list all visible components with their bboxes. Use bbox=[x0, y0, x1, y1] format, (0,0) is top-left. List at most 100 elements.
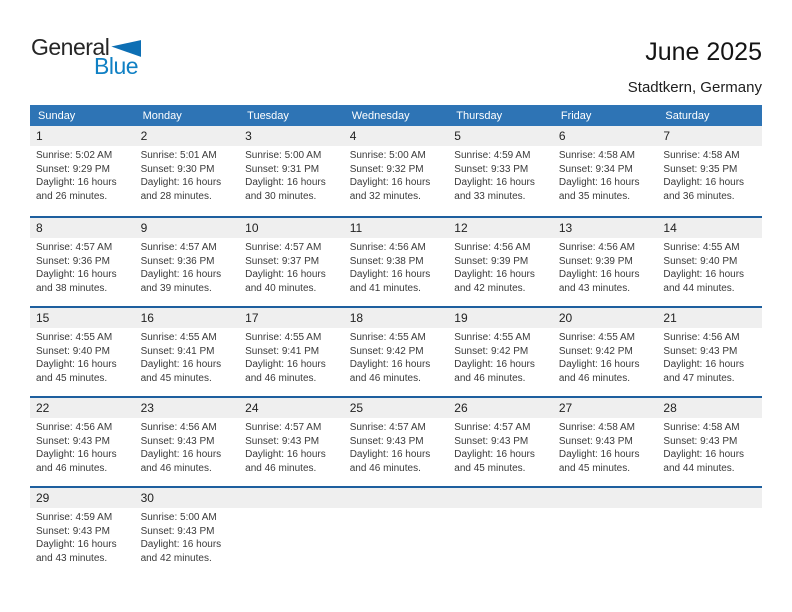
day-details: Sunrise: 4:57 AM Sunset: 9:37 PM Daylight:… bbox=[239, 238, 344, 295]
weekday-label: Tuesday bbox=[247, 109, 289, 122]
day-detail-line: Sunset: 9:38 PM bbox=[349, 255, 424, 267]
weekday-label: Sunday bbox=[38, 109, 76, 122]
day-detail-line: and 42 minutes. bbox=[454, 282, 526, 294]
day-detail-line: and 30 minutes. bbox=[245, 190, 317, 202]
day-number: 14 bbox=[657, 218, 762, 238]
weekday-label: Friday bbox=[560, 109, 592, 122]
day-number: 6 bbox=[552, 126, 658, 146]
day-details: Sunrise: 4:56 AM Sunset: 9:39 PM Daylight:… bbox=[553, 238, 658, 295]
day-number bbox=[448, 488, 553, 508]
day-details: Sunrise: 4:56 AM Sunset: 9:38 PM Daylight:… bbox=[344, 238, 449, 295]
day-detail-line: Daylight: 16 hours bbox=[36, 359, 117, 370]
day-detail-line: Daylight: 16 hours bbox=[558, 449, 640, 460]
day-detail-line: and 45 minutes. bbox=[454, 462, 526, 474]
calendar-day-cell: 25 Sunrise: 4:57 AM Sunset: 9:43 PM Dayligh… bbox=[343, 398, 449, 486]
day-detail-line: and 28 minutes. bbox=[140, 190, 212, 202]
day-detail-line: Sunset: 9:42 PM bbox=[454, 345, 529, 357]
day-detail-line: Daylight: 16 hours bbox=[663, 449, 745, 460]
day-detail-line: Daylight: 16 hours bbox=[349, 359, 431, 370]
day-number: 7 bbox=[657, 126, 762, 146]
calendar-day-cell: 1 Sunrise: 5:02 AM Sunset: 9:29 PM Daylight… bbox=[30, 126, 135, 216]
logo-text-general: General bbox=[31, 34, 110, 60]
week-row: 1 Sunrise: 5:02 AM Sunset: 9:29 PM Daylight… bbox=[30, 126, 762, 216]
day-detail-line: Sunrise: 4:57 AM bbox=[245, 242, 322, 253]
week-row: 29 Sunrise: 4:59 AM Sunset: 9:43 PM Dayligh… bbox=[30, 486, 762, 576]
day-detail-line: Sunset: 9:37 PM bbox=[245, 255, 320, 267]
logo-text-blue: Blue bbox=[94, 53, 139, 79]
day-detail-line: and 42 minutes. bbox=[140, 552, 212, 564]
day-detail-line: Sunset: 9:42 PM bbox=[349, 345, 424, 357]
day-detail-line: Sunset: 9:43 PM bbox=[140, 435, 215, 447]
day-number: 13 bbox=[552, 218, 658, 238]
day-detail-line: Sunrise: 4:56 AM bbox=[454, 242, 531, 253]
day-detail-line: and 36 minutes. bbox=[663, 190, 735, 202]
day-detail-line: Sunrise: 4:59 AM bbox=[454, 150, 531, 161]
calendar-grid: 1 Sunrise: 5:02 AM Sunset: 9:29 PM Daylight… bbox=[30, 126, 762, 576]
calendar-day-cell: 30 Sunrise: 5:00 AM Sunset: 9:43 PM Dayligh… bbox=[134, 488, 240, 576]
day-detail-line: Daylight: 16 hours bbox=[36, 539, 117, 550]
calendar-day-cell: 10 Sunrise: 4:57 AM Sunset: 9:37 PM Dayligh… bbox=[239, 218, 344, 306]
calendar-empty-cell bbox=[657, 488, 762, 576]
day-number: 27 bbox=[552, 398, 658, 418]
day-detail-line: and 46 minutes. bbox=[558, 372, 631, 384]
day-details: Sunrise: 4:55 AM Sunset: 9:42 PM Daylight:… bbox=[448, 328, 553, 385]
day-detail-line: Sunrise: 4:55 AM bbox=[245, 332, 322, 343]
day-detail-line: Daylight: 16 hours bbox=[140, 269, 222, 280]
day-details: Sunrise: 4:59 AM Sunset: 9:33 PM Daylight:… bbox=[448, 146, 553, 203]
day-detail-line: Sunset: 9:43 PM bbox=[349, 435, 424, 447]
day-detail-line: Sunrise: 4:58 AM bbox=[663, 422, 740, 433]
day-detail-line: Sunrise: 5:00 AM bbox=[245, 150, 322, 161]
day-detail-line: Daylight: 16 hours bbox=[36, 269, 117, 280]
day-detail-line: Sunset: 9:43 PM bbox=[663, 435, 738, 447]
day-detail-line: Sunrise: 4:56 AM bbox=[663, 332, 740, 343]
day-detail-line: Daylight: 16 hours bbox=[245, 449, 326, 460]
day-number bbox=[343, 488, 449, 508]
day-detail-line: Daylight: 16 hours bbox=[140, 359, 222, 370]
day-detail-line: Daylight: 16 hours bbox=[36, 177, 117, 188]
day-number: 5 bbox=[448, 126, 553, 146]
day-details: Sunrise: 4:55 AM Sunset: 9:41 PM Daylight:… bbox=[239, 328, 344, 385]
day-number bbox=[657, 488, 762, 508]
day-detail-line: and 39 minutes. bbox=[140, 282, 212, 294]
day-details: Sunrise: 4:56 AM Sunset: 9:39 PM Daylight:… bbox=[448, 238, 553, 295]
day-number: 18 bbox=[343, 308, 449, 328]
day-detail-line: Daylight: 16 hours bbox=[558, 359, 640, 370]
day-detail-line: and 45 minutes. bbox=[558, 462, 631, 474]
day-details: Sunrise: 4:58 AM Sunset: 9:34 PM Daylight:… bbox=[553, 146, 658, 203]
calendar-day-cell: 19 Sunrise: 4:55 AM Sunset: 9:42 PM Dayligh… bbox=[448, 308, 553, 396]
day-detail-line: Sunset: 9:34 PM bbox=[558, 163, 633, 175]
day-detail-line: Daylight: 16 hours bbox=[558, 177, 640, 188]
calendar-day-cell: 27 Sunrise: 4:58 AM Sunset: 9:43 PM Dayligh… bbox=[552, 398, 658, 486]
day-detail-line: Sunset: 9:43 PM bbox=[140, 525, 215, 537]
day-detail-line: Sunrise: 4:55 AM bbox=[36, 332, 113, 343]
day-details: Sunrise: 4:57 AM Sunset: 9:36 PM Daylight:… bbox=[135, 238, 240, 295]
general-blue-logo: General Blue bbox=[31, 34, 142, 79]
day-detail-line: Sunrise: 4:57 AM bbox=[36, 242, 113, 253]
day-detail-line: and 46 minutes. bbox=[36, 462, 108, 474]
calendar-day-cell: 20 Sunrise: 4:55 AM Sunset: 9:42 PM Dayligh… bbox=[552, 308, 658, 396]
day-detail-line: Sunrise: 4:57 AM bbox=[140, 242, 217, 253]
location-subtitle: Stadtkern, Germany bbox=[627, 79, 762, 96]
day-detail-line: and 46 minutes. bbox=[245, 372, 317, 384]
calendar-empty-cell bbox=[448, 488, 553, 576]
day-details: Sunrise: 4:59 AM Sunset: 9:43 PM Daylight:… bbox=[30, 508, 135, 565]
day-number: 4 bbox=[343, 126, 449, 146]
day-detail-line: Sunset: 9:41 PM bbox=[245, 345, 320, 357]
day-number: 3 bbox=[239, 126, 344, 146]
calendar-day-cell: 24 Sunrise: 4:57 AM Sunset: 9:43 PM Dayligh… bbox=[239, 398, 344, 486]
day-detail-line: and 33 minutes. bbox=[454, 190, 526, 202]
day-details: Sunrise: 4:56 AM Sunset: 9:43 PM Daylight:… bbox=[30, 418, 135, 475]
calendar-empty-cell bbox=[239, 488, 344, 576]
day-detail-line: and 45 minutes. bbox=[36, 372, 108, 384]
day-detail-line: Daylight: 16 hours bbox=[558, 269, 640, 280]
calendar-day-cell: 13 Sunrise: 4:56 AM Sunset: 9:39 PM Dayligh… bbox=[552, 218, 658, 306]
day-details: Sunrise: 5:00 AM Sunset: 9:43 PM Daylight:… bbox=[135, 508, 240, 565]
weekday-label: Saturday bbox=[665, 109, 710, 122]
day-detail-line: Sunrise: 5:00 AM bbox=[349, 150, 426, 161]
day-detail-line: Sunset: 9:32 PM bbox=[349, 163, 424, 175]
day-detail-line: and 43 minutes. bbox=[36, 552, 108, 564]
day-detail-line: Sunset: 9:31 PM bbox=[245, 163, 320, 175]
day-detail-line: Daylight: 16 hours bbox=[454, 269, 535, 280]
day-number: 29 bbox=[30, 488, 135, 508]
